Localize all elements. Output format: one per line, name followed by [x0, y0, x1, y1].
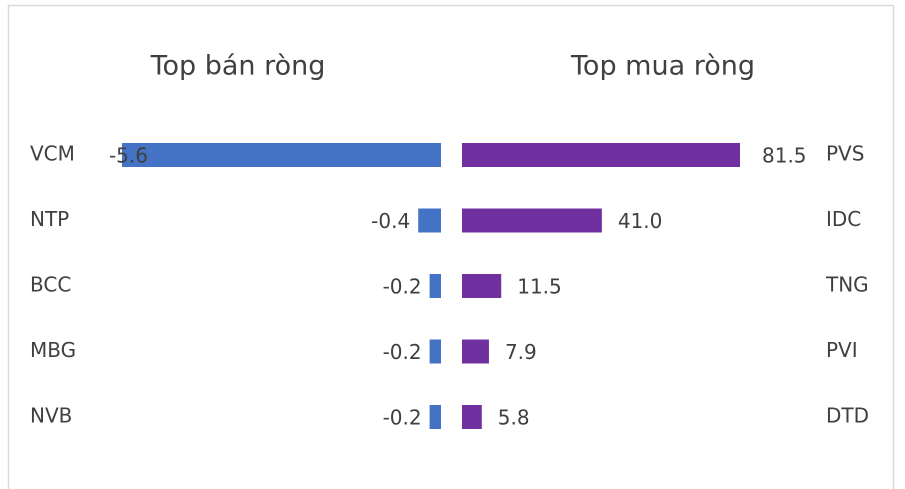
value-label: -0.4	[371, 209, 410, 233]
category-label: NVB	[30, 404, 72, 428]
value-label: 81.5	[762, 144, 807, 168]
category-label: MBG	[30, 338, 76, 362]
bar	[122, 143, 441, 167]
category-label: PVI	[826, 338, 858, 362]
bar	[462, 208, 602, 233]
category-label: VCM	[30, 142, 75, 166]
value-label: 5.8	[498, 406, 530, 430]
category-label: NTP	[30, 207, 69, 231]
bar	[462, 339, 489, 364]
category-label: IDC	[826, 207, 861, 231]
category-label: PVS	[826, 142, 864, 166]
category-label: BCC	[30, 273, 71, 297]
value-label: -5.6	[109, 144, 148, 168]
bar	[462, 274, 502, 298]
value-label: -0.2	[383, 406, 422, 430]
bar	[462, 405, 482, 429]
category-label: DTD	[826, 404, 869, 428]
category-label: TNG	[825, 273, 869, 297]
chart-title: Top mua ròng	[570, 51, 755, 82]
bar	[418, 208, 441, 233]
value-label: 41.0	[618, 209, 663, 233]
value-label: 11.5	[517, 275, 562, 299]
chart-border	[7, 4, 895, 489]
value-label: -0.2	[383, 340, 422, 364]
value-label: -0.2	[383, 275, 422, 299]
bar	[429, 405, 441, 429]
chart-title: Top bán ròng	[150, 51, 326, 82]
bar	[462, 143, 740, 167]
bar	[429, 339, 441, 364]
value-label: 7.9	[505, 340, 537, 364]
bar	[429, 274, 441, 298]
